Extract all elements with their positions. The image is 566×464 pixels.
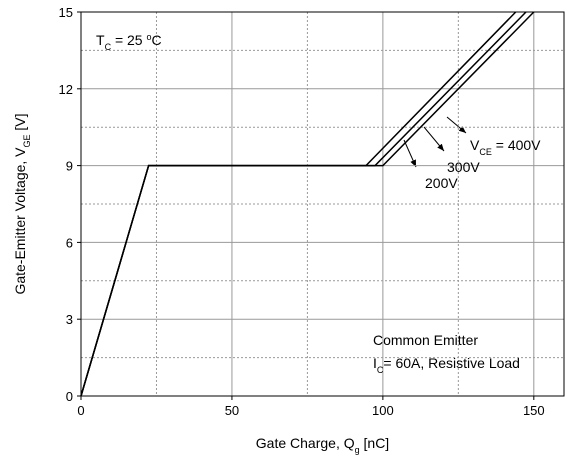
annotation: IC= 60A, Resistive Load [373, 355, 520, 375]
annotation: Common Emitter [373, 332, 478, 348]
text-part: = [492, 137, 508, 153]
y-tick-label: 15 [59, 5, 73, 20]
arrow [423, 126, 445, 152]
text-part: Gate-Emitter Voltage, V [12, 147, 28, 295]
text-part: C [152, 32, 162, 48]
series-name: 200V [425, 175, 458, 191]
series-name: 300V [447, 159, 480, 175]
annotation: TC = 25 oC [96, 32, 162, 52]
text-part: o [146, 32, 151, 42]
series-name: 400V [508, 137, 541, 153]
arrow [403, 139, 417, 168]
text-part: T [96, 32, 105, 48]
y-tick-label: 0 [66, 389, 73, 404]
x-tick-label: 0 [77, 403, 84, 418]
text-part: Common Emitter [373, 332, 478, 348]
y-axis-label: Gate-Emitter Voltage, VGE [V] [12, 113, 32, 294]
arrow [446, 116, 467, 134]
series-label: VCE = 400V [470, 137, 541, 157]
arrows [403, 116, 467, 168]
y-tick-label: 12 [59, 82, 73, 97]
series-label: 300V [447, 159, 480, 175]
series-line [80, 11, 535, 397]
text-part: C [105, 42, 112, 52]
series-label: 200V [425, 175, 458, 191]
text-part: g [355, 445, 360, 455]
plot-frame [80, 11, 565, 397]
text-part: = 60A, Resistive Load [383, 355, 520, 371]
y-tick-label: 6 [66, 235, 73, 250]
text-part: C [377, 365, 384, 375]
y-tick-label: 9 [66, 159, 73, 174]
x-tick-label: 100 [372, 403, 394, 418]
text-part: [nC] [360, 435, 390, 451]
x-axis-label: Gate Charge, Qg [nC] [256, 435, 389, 455]
text-part: GE [22, 134, 32, 147]
text-part: CE [479, 147, 492, 157]
text-part: = 25 [111, 32, 146, 48]
text-part: V [470, 137, 480, 153]
text-part: [V] [12, 113, 28, 134]
x-tick-label: 50 [225, 403, 239, 418]
x-tick-label: 150 [523, 403, 545, 418]
y-tick-label: 3 [66, 312, 73, 327]
text-part: I [373, 355, 377, 371]
text-part: Gate Charge, Q [256, 435, 355, 451]
